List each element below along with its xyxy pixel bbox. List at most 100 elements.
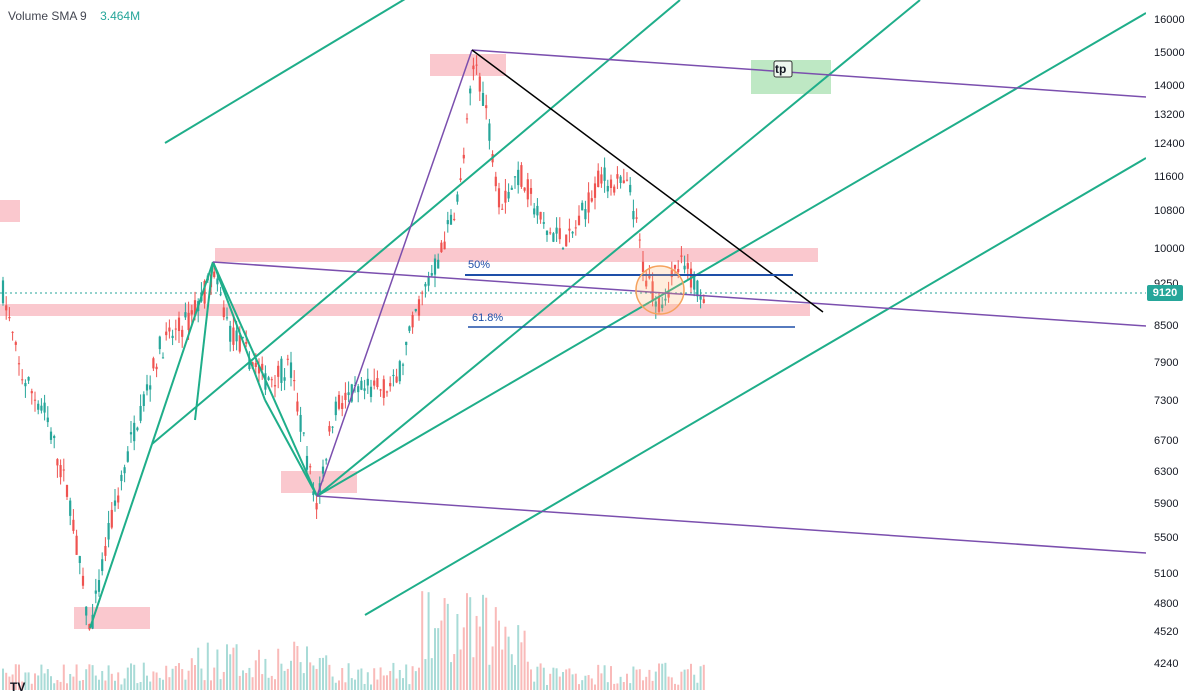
- candle-body: [545, 230, 549, 235]
- candle-body: [638, 239, 641, 241]
- candle-body: [696, 280, 699, 297]
- candle-body: [584, 209, 587, 220]
- volume-bar: [581, 680, 584, 690]
- candle-body: [478, 76, 481, 92]
- volume-bar: [414, 671, 417, 690]
- candle-body: [523, 187, 526, 191]
- volume-bar: [152, 671, 155, 690]
- volume-bar: [69, 673, 72, 690]
- candle-body: [129, 432, 133, 435]
- candle-body: [190, 310, 193, 315]
- candle-body: [331, 426, 334, 428]
- candle-body: [581, 202, 584, 211]
- candle-body: [683, 265, 686, 270]
- volume-bar: [123, 678, 126, 690]
- volume-bar: [24, 672, 27, 690]
- volume-bar: [549, 673, 552, 690]
- volume-bar: [462, 627, 465, 690]
- candle-body: [699, 296, 702, 300]
- volume-bar: [126, 667, 129, 690]
- candle-body: [165, 331, 168, 336]
- price-tick-label: 5900: [1154, 498, 1179, 510]
- candle-body: [101, 559, 104, 572]
- candle-body: [261, 363, 264, 370]
- price-tick-label: 6300: [1154, 466, 1179, 478]
- price-tick-label: 16000: [1154, 14, 1185, 26]
- candle-body: [229, 325, 232, 342]
- volume-bars: [2, 591, 705, 690]
- volume-bar: [654, 671, 657, 690]
- price-tick-label: 12400: [1154, 138, 1185, 150]
- volume-bar: [699, 666, 702, 690]
- volume-bar: [306, 646, 308, 690]
- legend-value: 3.464M: [100, 9, 141, 23]
- volume-bar: [338, 680, 340, 690]
- tradingview-logo[interactable]: TV: [10, 680, 26, 694]
- candle-body: [225, 317, 229, 319]
- volume-bar: [206, 642, 209, 690]
- volume-bar: [510, 654, 513, 690]
- volume-bar: [238, 675, 241, 690]
- volume-bar: [309, 662, 312, 690]
- candle-body: [424, 283, 427, 287]
- candle-body: [369, 386, 373, 397]
- candle-body: [5, 305, 8, 311]
- candle-body: [184, 312, 187, 318]
- volume-bar: [376, 679, 379, 690]
- price-axis[interactable]: 16000 15000 14000 13200 12400 11600 10800 10000…: [1146, 0, 1200, 690]
- candle-body: [529, 187, 533, 194]
- volume-bar: [683, 669, 686, 690]
- volume-bar: [491, 646, 494, 690]
- pitchfork-line: [316, 12, 1146, 497]
- candle-body: [113, 500, 117, 506]
- volume-bar: [254, 660, 257, 690]
- volume-bar: [155, 672, 158, 690]
- candle-body: [293, 380, 296, 382]
- candle-body: [648, 274, 651, 279]
- candle-body: [459, 178, 462, 181]
- candle-body: [645, 280, 648, 287]
- volume-bar: [587, 675, 590, 690]
- candle-body: [472, 65, 475, 70]
- channel-line: [471, 49, 1146, 98]
- candle-body: [376, 378, 379, 388]
- price-tick-label: 14000: [1154, 80, 1185, 92]
- volume-bar: [158, 677, 161, 690]
- volume-bar: [130, 663, 132, 690]
- candle-body: [187, 312, 190, 331]
- pitchfork-line: [164, 0, 406, 144]
- candle-body: [465, 118, 469, 120]
- candle-body: [462, 154, 465, 159]
- candle-body: [312, 491, 315, 496]
- volume-bar: [613, 683, 616, 690]
- volume-bar: [46, 669, 49, 690]
- tp-marker[interactable]: tp: [773, 60, 793, 78]
- pitchfork-line: [364, 157, 1146, 616]
- candle-body: [366, 378, 369, 386]
- volume-sma-legend[interactable]: Volume SMA 9 3.464M: [8, 9, 140, 23]
- price-chart[interactable]: 50% 61.8% tp: [0, 0, 1146, 690]
- candle-body: [168, 327, 171, 332]
- pitchfork-line: [316, 0, 921, 497]
- volume-bar: [344, 682, 347, 690]
- candle-body: [641, 261, 645, 272]
- volume-bar: [533, 681, 536, 690]
- volume-bar: [539, 663, 542, 690]
- volume-bar: [174, 665, 177, 690]
- volume-bar: [686, 669, 689, 690]
- volume-bar: [94, 675, 97, 690]
- candle-body: [30, 391, 33, 394]
- volume-bar: [274, 679, 276, 690]
- volume-bar: [82, 679, 84, 690]
- volume-bar: [514, 664, 516, 690]
- candle-body: [606, 185, 609, 192]
- candle-body: [558, 228, 561, 240]
- volume-bar: [37, 675, 40, 690]
- candle-body: [85, 606, 88, 616]
- price-tick-label: 5500: [1154, 532, 1179, 544]
- price-tick-label: 13200: [1154, 109, 1185, 121]
- zone-rect: [0, 304, 810, 316]
- candle-body: [421, 292, 424, 294]
- candle-body: [657, 297, 661, 312]
